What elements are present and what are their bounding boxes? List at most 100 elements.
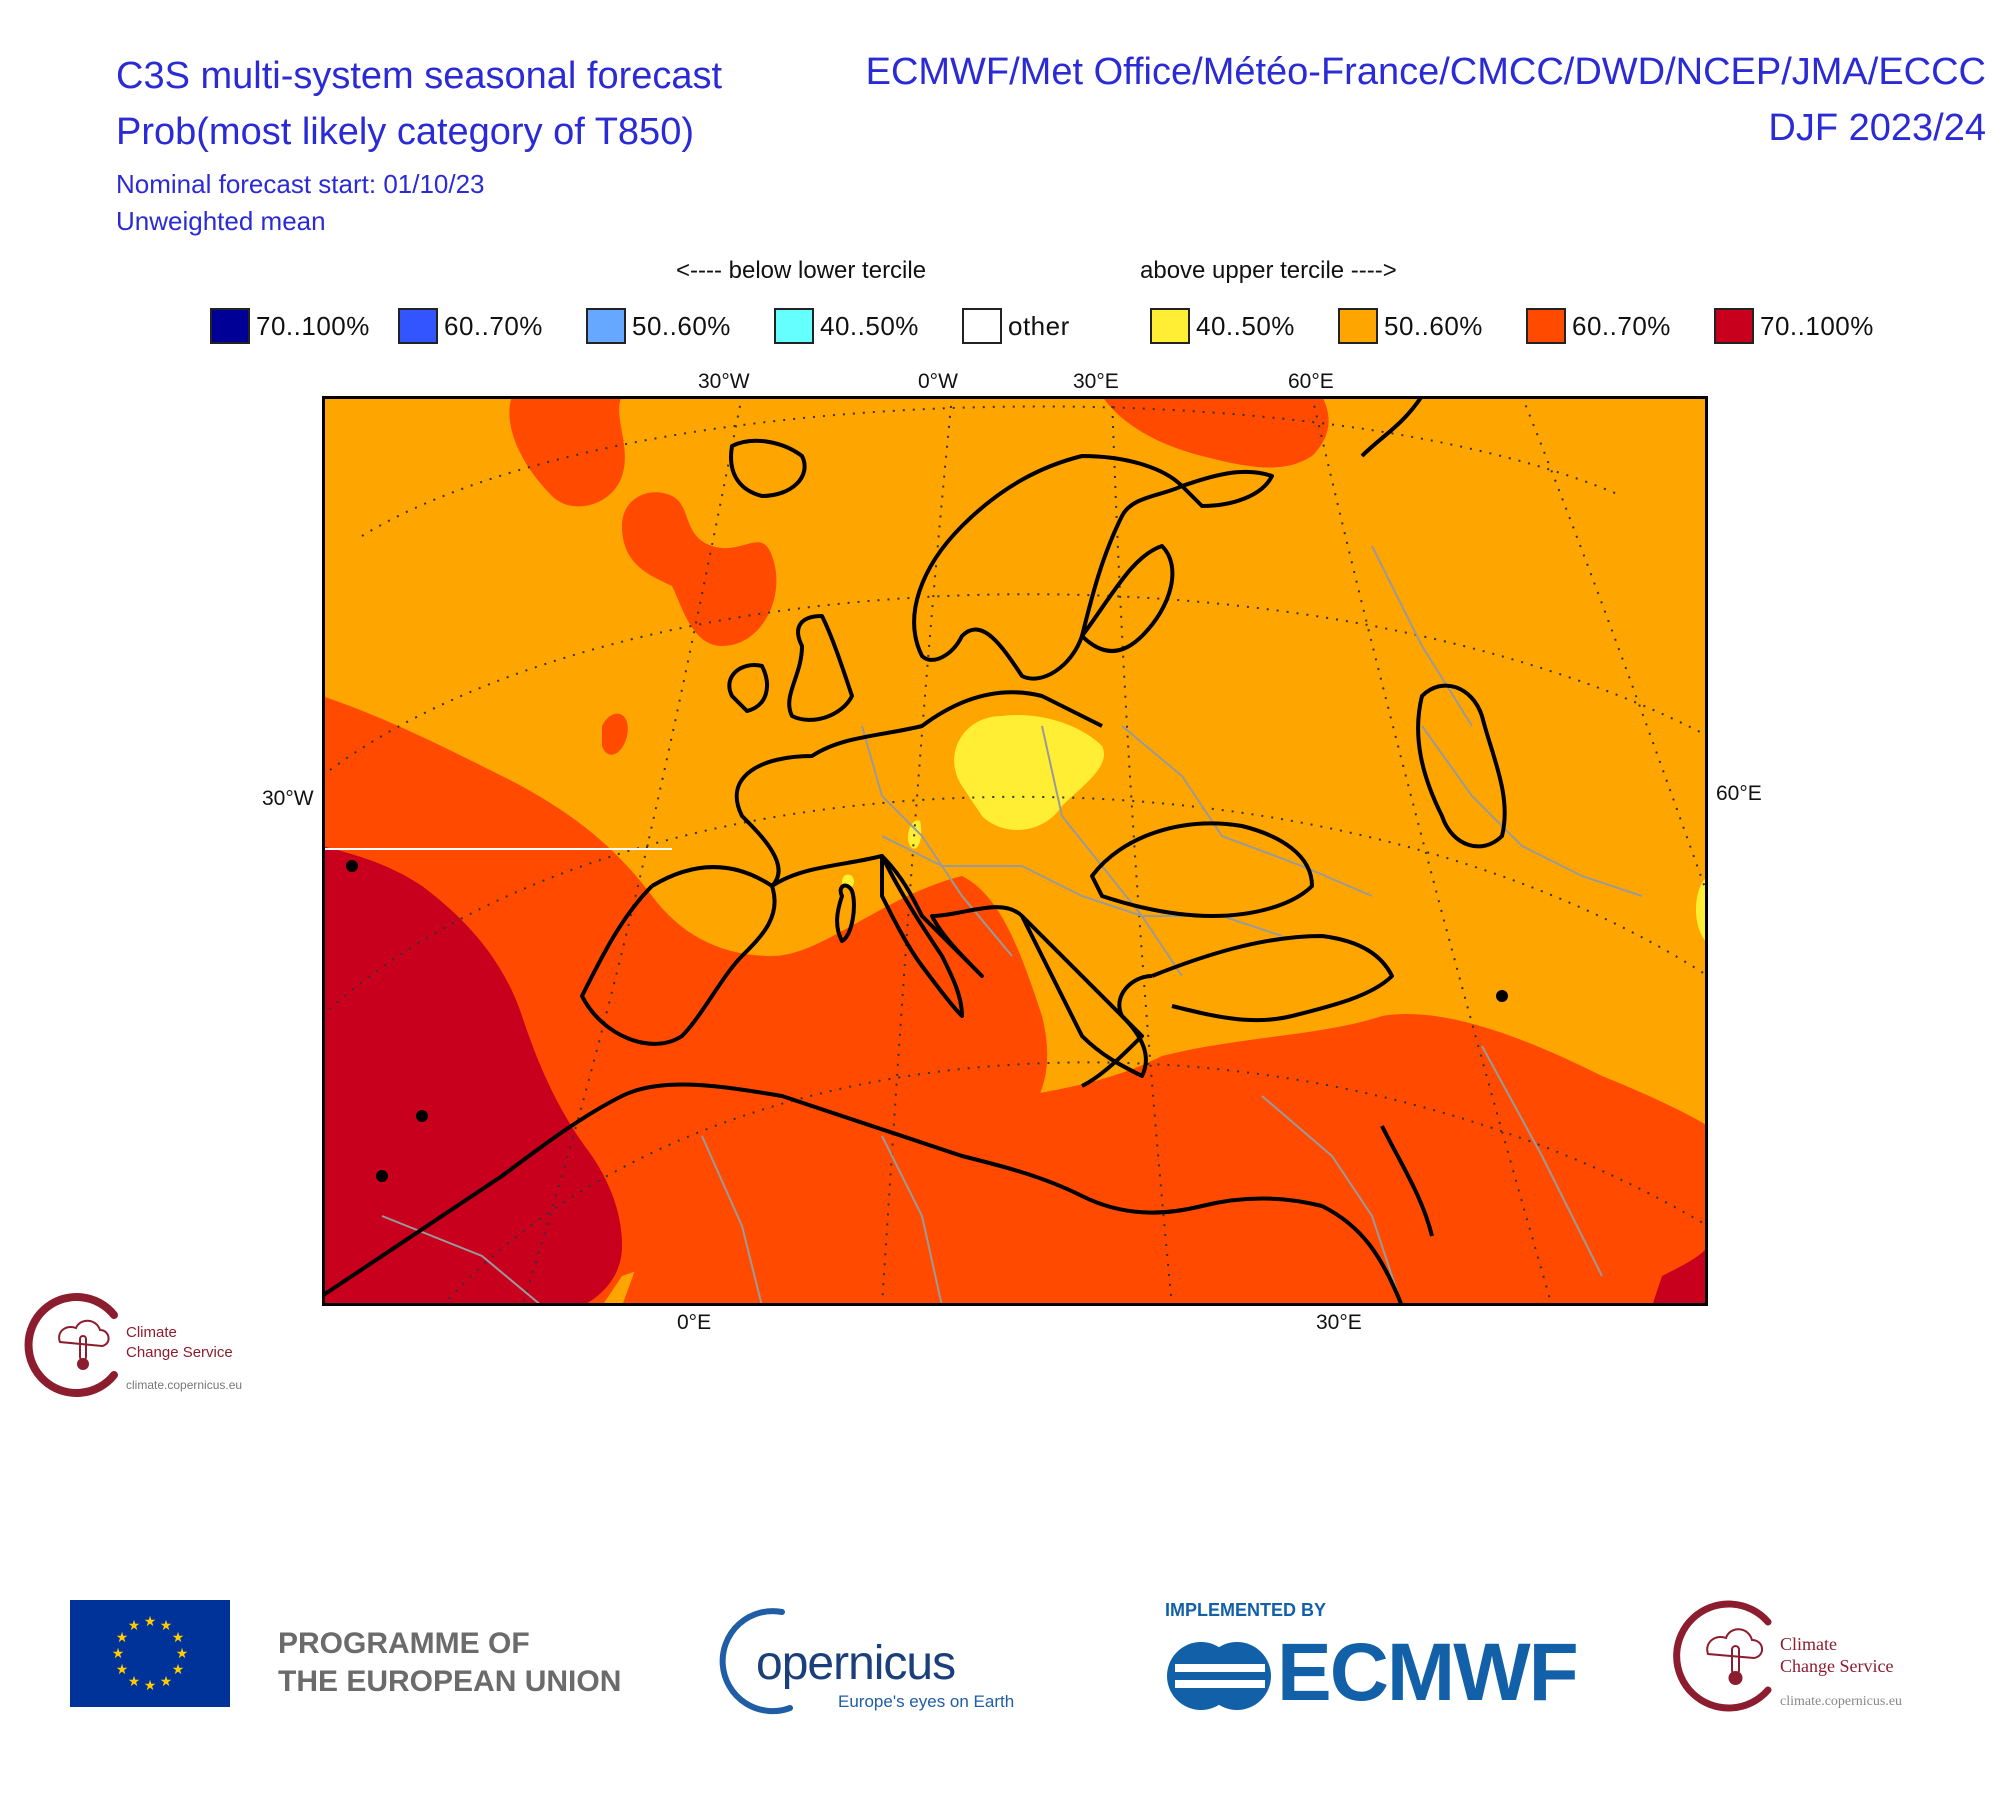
legend-label: 50..60% [1384, 310, 1483, 341]
c3s-logo-url: climate.copernicus.eu [1780, 1694, 1903, 1709]
svg-text:★: ★ [172, 1630, 185, 1646]
forecast-systems: ECMWF/Met Office/Météo-France/CMCC/DWD/N… [865, 51, 1986, 93]
coast-italy [880, 854, 964, 1018]
coast-island-3 [346, 860, 358, 872]
forecast-start-date: Nominal forecast start: 01/10/23 [116, 169, 485, 199]
svg-text:★: ★ [176, 1646, 189, 1662]
legend-swatch [398, 308, 438, 344]
border-7 [701, 1135, 763, 1306]
ecmwf-emblem-icon [1167, 1642, 1271, 1710]
svg-text:★: ★ [116, 1630, 129, 1646]
legend-swatch [1526, 308, 1566, 344]
coast-caspian [1416, 683, 1507, 849]
legend-label: 40..50% [820, 310, 919, 341]
eu-programme-text: PROGRAMME OF THE EUROPEAN UNION [278, 1625, 621, 1700]
forecast-subtitle: Prob(most likely category of T850) [116, 111, 694, 153]
c3s-small-logo-line1: Climate [126, 1324, 177, 1341]
border-10 [1481, 1045, 1603, 1277]
svg-text:★: ★ [116, 1662, 129, 1678]
forecast-period: DJF 2023/24 [1768, 107, 1986, 149]
axis-label-bottom-30e: 30°E [1316, 1311, 1362, 1334]
region-60-70-north-atlantic [509, 396, 625, 507]
forecast-title: C3S multi-system seasonal forecast [116, 55, 723, 97]
legend-swatch [962, 308, 1002, 344]
border-6 [381, 1215, 543, 1306]
region-60-70-barents [1102, 396, 1329, 468]
legend-item-other: other [962, 306, 1070, 346]
axis-label-top-30w: 30°W [698, 370, 750, 393]
svg-text:★: ★ [128, 1618, 141, 1634]
forecast-map [322, 396, 1708, 1306]
graticule-lon-2 [881, 396, 953, 1306]
legend-swatch [1338, 308, 1378, 344]
legend-swatch [1150, 308, 1190, 344]
coast-island-1 [416, 1110, 428, 1122]
map-frame [322, 396, 1708, 1306]
svg-text:★: ★ [160, 1674, 173, 1690]
legend-item-below-60-70: 60..70% [398, 306, 543, 346]
legend-item-above-40-50: 40..50% [1150, 306, 1295, 346]
region-70-100-east [1652, 1246, 1708, 1306]
region-60-70-south [622, 1014, 1708, 1306]
border-4 [1121, 725, 1373, 897]
implemented-by-text: IMPLEMENTED BY [1165, 1600, 1327, 1620]
c3s-small-logo: Climate Change Service climate.copernicu… [22, 1290, 322, 1400]
region-60-70-atlantic-small [602, 713, 628, 755]
legend-item-above-70-100: 70..100% [1714, 306, 1874, 346]
svg-text:★: ★ [112, 1646, 125, 1662]
region-40-50-east-edge [1695, 876, 1708, 944]
c3s-logo-line1: Climate [1780, 1634, 1837, 1654]
border-9 [1261, 1095, 1403, 1306]
coast-novaya-zemlya [1360, 396, 1424, 458]
border-5 [1421, 725, 1643, 897]
axis-label-top-30e: 30°E [1073, 370, 1119, 393]
eu-flag-stars-icon: ★ ★ ★ ★ ★ ★ ★ ★ ★ ★ ★ ★ [112, 1614, 189, 1694]
c3s-logo-icon [1673, 1600, 1772, 1712]
eu-programme-line2: THE EUROPEAN UNION [278, 1664, 622, 1698]
legend-label: 40..50% [1196, 310, 1295, 341]
coast-north-africa [322, 1082, 1323, 1298]
axis-label-left-30w: 30°W [262, 787, 314, 810]
coast-greece [1020, 915, 1153, 1078]
axis-label-top-0w: 0°W [918, 370, 958, 393]
graticule-lon-4 [1311, 396, 1553, 1306]
coast-red-sea [1321, 1204, 1404, 1306]
legend-label: 60..70% [1572, 310, 1671, 341]
map-svg [322, 396, 1708, 1306]
eu-flag: ★ ★ ★ ★ ★ ★ ★ ★ ★ ★ ★ ★ [70, 1600, 230, 1707]
legend-item-below-50-60: 50..60% [586, 306, 731, 346]
graticule-lat-1 [322, 795, 1708, 1017]
graticule-lon-1 [521, 396, 743, 1306]
svg-text:★: ★ [144, 1678, 157, 1694]
border-8 [881, 1135, 943, 1306]
legend-item-above-60-70: 60..70% [1526, 306, 1671, 346]
coast-great-britain [787, 614, 854, 722]
region-70-100-southwest [322, 846, 622, 1306]
coast-iberia [580, 884, 777, 1046]
ecmwf-wordmark: ECMWF [1277, 1627, 1579, 1718]
coast-kola [1180, 469, 1274, 508]
legend-swatch [586, 308, 626, 344]
coast-island-4 [1496, 990, 1508, 1002]
coast-finland [1080, 544, 1175, 653]
border-11 [1371, 545, 1473, 727]
border-2 [861, 725, 1013, 957]
axis-label-right-60e: 60°E [1716, 782, 1762, 805]
legend-label: 70..100% [256, 310, 370, 341]
coast-turkey [1151, 934, 1394, 1023]
legend-label: 50..60% [632, 310, 731, 341]
c3s-logo: Climate Change Service climate.copernicu… [1668, 1596, 1978, 1726]
c3s-small-logo-icon [24, 1293, 118, 1397]
copernicus-logo: opernicus Europe's eyes on Earth [712, 1598, 1032, 1718]
legend-swatch [1714, 308, 1754, 344]
weighting-method: Unweighted mean [116, 206, 326, 236]
coast-iceland [729, 438, 807, 498]
axis-label-bottom-0e: 0°E [677, 1311, 712, 1334]
coast-ireland [727, 663, 769, 713]
legend-label: 60..70% [444, 310, 543, 341]
copernicus-tagline: Europe's eyes on Earth [838, 1692, 1015, 1711]
copernicus-name: opernicus [756, 1637, 956, 1690]
coast-island-2 [376, 1170, 388, 1182]
legend-item-below-70-100: 70..100% [210, 306, 370, 346]
c3s-small-logo-url: climate.copernicus.eu [126, 1378, 243, 1392]
